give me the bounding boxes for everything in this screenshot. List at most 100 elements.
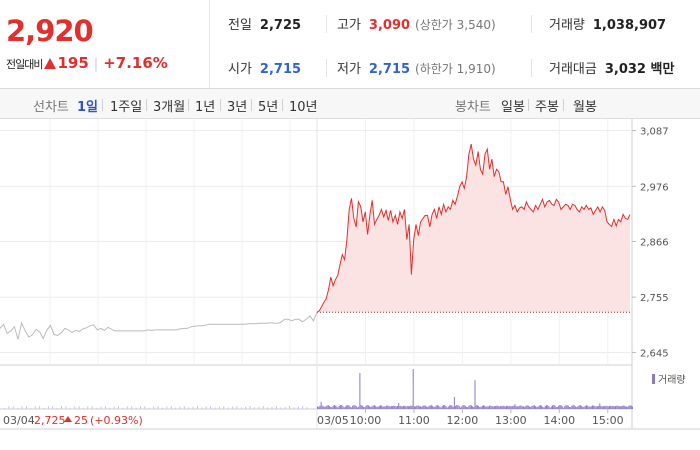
volume-bar [377, 406, 379, 409]
volume-bar [372, 405, 374, 409]
volume-bar [472, 406, 474, 409]
price-box: 2,920 전일대비 195 | +7.16% [0, 0, 210, 89]
period-tab-1d[interactable]: 1일 [77, 100, 99, 115]
volume-bar [418, 406, 420, 409]
volume-bar [144, 406, 146, 409]
volume-bar [262, 406, 264, 409]
volume-bar [498, 406, 500, 409]
volume-bar [370, 406, 372, 409]
volume-bar [451, 405, 453, 409]
divider [531, 59, 532, 77]
volume-bar [535, 406, 537, 409]
x-tick-label: 03/04 [3, 414, 35, 427]
divider [282, 99, 283, 111]
volume-bar [386, 405, 388, 409]
volume-bar [413, 406, 415, 409]
volume-bar [561, 406, 563, 409]
volume-bar [441, 406, 443, 409]
volume-bar [43, 407, 45, 409]
high-cell: 고가 3,090 (상한가 3,540) [337, 14, 496, 33]
volume-bar [319, 405, 321, 409]
volume-bar [342, 406, 344, 409]
volume-bar [504, 406, 506, 409]
volume-bar [467, 407, 469, 409]
volume-bar [434, 406, 436, 409]
volume-bar [329, 405, 331, 409]
volume-bar [422, 405, 424, 409]
volume-bar [218, 406, 220, 409]
volume-bar [210, 406, 212, 409]
volume-bar [599, 403, 601, 409]
candle-tab-monthly[interactable]: 월봉 [573, 100, 597, 115]
volume-bar [604, 406, 606, 409]
volume-bar [135, 407, 137, 409]
change-row: 전일대비 195 | +7.16% [6, 54, 168, 72]
volume-bar [56, 407, 58, 409]
volume-bar [4, 408, 5, 409]
volume-bar [78, 406, 80, 409]
volume-bar [447, 406, 449, 409]
volume-bar [240, 407, 242, 409]
volume-bar [389, 406, 391, 409]
volume-legend-swatch [652, 374, 655, 384]
volume-bar [423, 405, 425, 409]
candle-tab-weekly[interactable]: 주봉 [535, 100, 559, 115]
volume-bar [481, 405, 483, 409]
volume-bar [486, 406, 488, 409]
period-tab-5y[interactable]: 5년 [258, 100, 279, 115]
volume-bar [188, 407, 190, 409]
volume-bar [562, 407, 564, 409]
y-tick-label: 2,866 [640, 237, 669, 248]
volume-bar [126, 406, 128, 409]
volume-bar [508, 406, 510, 409]
volume-bar [100, 406, 102, 409]
volume-bar [392, 406, 394, 409]
volume-bar [501, 406, 503, 409]
volume-bar [297, 406, 299, 409]
volume-bar [405, 406, 407, 409]
volume-bar [378, 405, 380, 409]
period-tab-10y[interactable]: 10년 [289, 100, 318, 115]
volume-bar [493, 406, 495, 409]
y-tick-label: 3,087 [640, 127, 669, 138]
volume-bar [518, 406, 520, 409]
volume-bar [293, 407, 295, 409]
prev-day-line [0, 312, 318, 340]
volume-bar [443, 405, 444, 409]
volume-bar [390, 406, 392, 409]
volume-bar [445, 406, 447, 409]
volume-bar [538, 405, 540, 409]
volume-bar [571, 405, 573, 409]
open-label: 시가 [228, 62, 252, 77]
x-tick-label: 12:00 [447, 414, 479, 427]
volume-bar [429, 405, 431, 409]
volume-bar [340, 405, 341, 409]
amount-cell: 거래대금 3,032 백만 [549, 58, 674, 77]
low-value: 2,715 [368, 62, 411, 77]
volume-bar [483, 405, 484, 409]
volume-bar [440, 407, 442, 409]
period-tab-1w[interactable]: 1주일 [110, 100, 143, 115]
volume-bar [403, 405, 404, 409]
volume-bar [438, 405, 440, 409]
period-tab-3m[interactable]: 3개월 [153, 100, 186, 115]
period-tab-3y[interactable]: 3년 [227, 100, 248, 115]
volume-bar [318, 406, 320, 409]
volume-bar [398, 403, 400, 409]
volume-bar [512, 406, 514, 409]
volume-bar [327, 405, 329, 409]
volume-bar [622, 405, 624, 409]
low-cell: 저가 2,715 (하한가 1,910) [337, 58, 496, 77]
volume-bar [605, 405, 607, 409]
volume-bar [463, 405, 465, 409]
candle-tab-daily[interactable]: 일봉 [501, 100, 525, 115]
prev-day-change-percent: (+0.93%) [90, 414, 143, 427]
volume-bar [473, 407, 475, 409]
line-chart-label: 선차트 [33, 100, 69, 115]
period-tab-1y[interactable]: 1년 [195, 100, 216, 115]
volume-bar [365, 405, 367, 409]
volume-bar [214, 407, 216, 409]
volume-bar [554, 405, 556, 409]
volume-bar [249, 406, 251, 409]
y-tick-label: 2,976 [640, 182, 669, 193]
